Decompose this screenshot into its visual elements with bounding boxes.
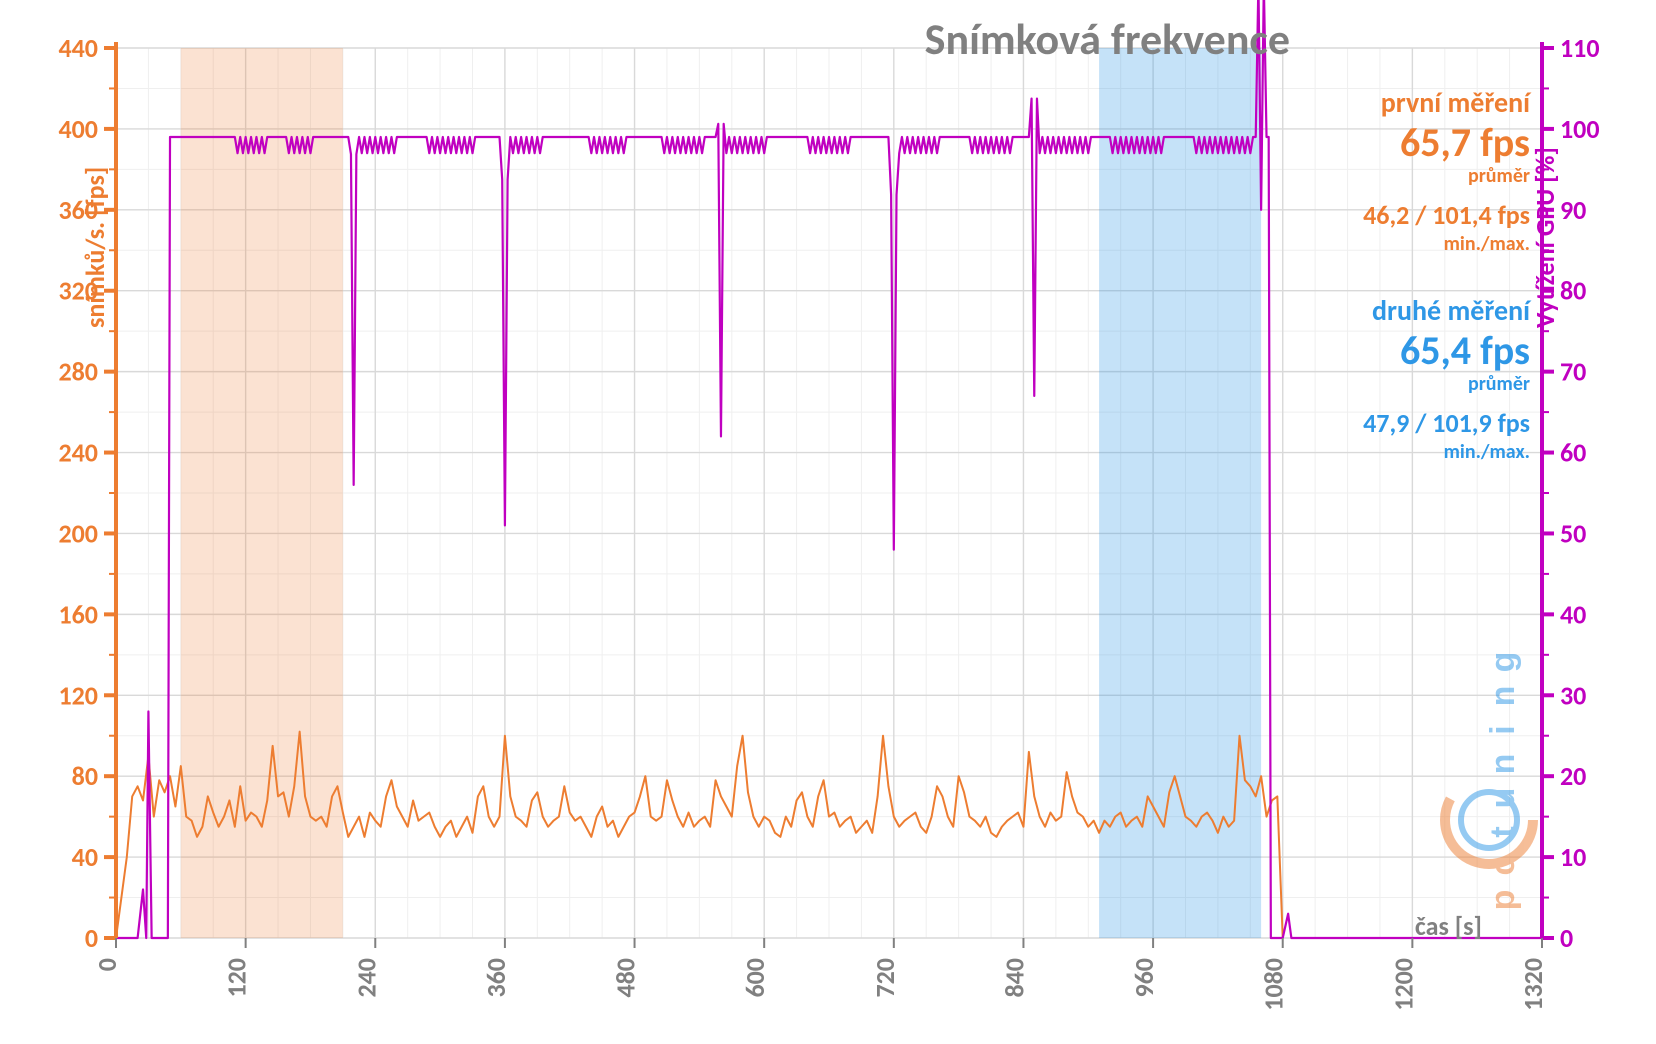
x-tick-label: 840 — [998, 958, 1030, 998]
chart-svg: pctuning04080120160200240280320360400440… — [0, 0, 1656, 1044]
y-tick-right-label: 80 — [1560, 275, 1586, 307]
x-tick-label: 480 — [610, 958, 642, 998]
annotation-line: první měření — [1381, 85, 1532, 120]
x-tick-label: 120 — [221, 958, 253, 998]
x-axis-label: čas [s] — [1415, 910, 1482, 942]
annotation-line: 46,2 / 101,4 fps — [1363, 199, 1530, 231]
y-tick-left-label: 440 — [58, 32, 98, 64]
y-tick-left-label: 0 — [85, 922, 98, 954]
y-tick-right-label: 10 — [1560, 841, 1586, 873]
x-tick-label: 360 — [480, 958, 512, 998]
y-tick-left-label: 240 — [58, 437, 98, 469]
y-tick-right-label: 0 — [1560, 922, 1573, 954]
svg-text:n: n — [1484, 686, 1522, 707]
annotation-line: průměr — [1468, 372, 1530, 396]
annotation-line: min./max. — [1444, 232, 1530, 256]
svg-text:g: g — [1484, 652, 1522, 673]
annotation-line: druhé měření — [1372, 293, 1532, 328]
x-tick-label: 0 — [91, 958, 123, 971]
y-tick-left-label: 40 — [72, 841, 98, 873]
y-tick-right-label: 110 — [1560, 32, 1600, 64]
y-tick-right-label: 30 — [1560, 679, 1586, 711]
y-tick-left-label: 160 — [58, 598, 98, 630]
svg-text:n: n — [1484, 754, 1522, 775]
x-tick-label: 1320 — [1517, 958, 1549, 1011]
x-tick-label: 720 — [869, 958, 901, 998]
y-tick-left-label: 280 — [58, 356, 98, 388]
chart-title: Snímková frekvence — [925, 12, 1290, 66]
x-tick-label: 960 — [1128, 958, 1160, 998]
y-axis-left-label: snímků/s. [fps] — [79, 167, 111, 328]
x-tick-label: 1200 — [1387, 958, 1419, 1011]
annotation-line: min./max. — [1444, 440, 1530, 464]
y-tick-right-label: 60 — [1560, 437, 1586, 469]
annotation-line: průměr — [1468, 164, 1530, 188]
y-tick-left-label: 120 — [58, 679, 98, 711]
annotation-line: 65,4 fps — [1400, 326, 1530, 375]
chart-container: pctuning04080120160200240280320360400440… — [0, 0, 1656, 1044]
y-tick-left-label: 400 — [58, 113, 98, 145]
y-tick-right-label: 40 — [1560, 598, 1586, 630]
annotation-line: 47,9 / 101,9 fps — [1363, 407, 1530, 439]
y-tick-right-label: 100 — [1560, 113, 1600, 145]
y-tick-right-label: 50 — [1560, 517, 1586, 549]
x-tick-label: 600 — [739, 958, 771, 998]
y-tick-right-label: 20 — [1560, 760, 1586, 792]
y-tick-right-label: 90 — [1560, 194, 1586, 226]
x-tick-label: 240 — [350, 958, 382, 998]
x-tick-label: 1080 — [1258, 958, 1290, 1011]
svg-text:p: p — [1484, 890, 1522, 911]
y-axis-right-label: Vytížení GPU [%] — [1529, 147, 1561, 328]
y-tick-left-label: 80 — [72, 760, 98, 792]
annotation-line: 65,7 fps — [1400, 118, 1530, 167]
y-tick-right-label: 70 — [1560, 356, 1586, 388]
svg-text:i: i — [1484, 725, 1522, 734]
y-tick-left-label: 200 — [58, 517, 98, 549]
